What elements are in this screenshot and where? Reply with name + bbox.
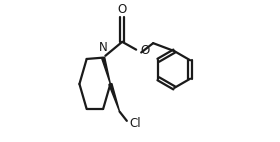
Polygon shape — [109, 83, 120, 112]
Text: O: O — [140, 44, 150, 57]
Text: N: N — [99, 41, 108, 54]
Text: Cl: Cl — [129, 117, 141, 130]
Text: O: O — [118, 3, 127, 15]
Polygon shape — [102, 57, 110, 84]
